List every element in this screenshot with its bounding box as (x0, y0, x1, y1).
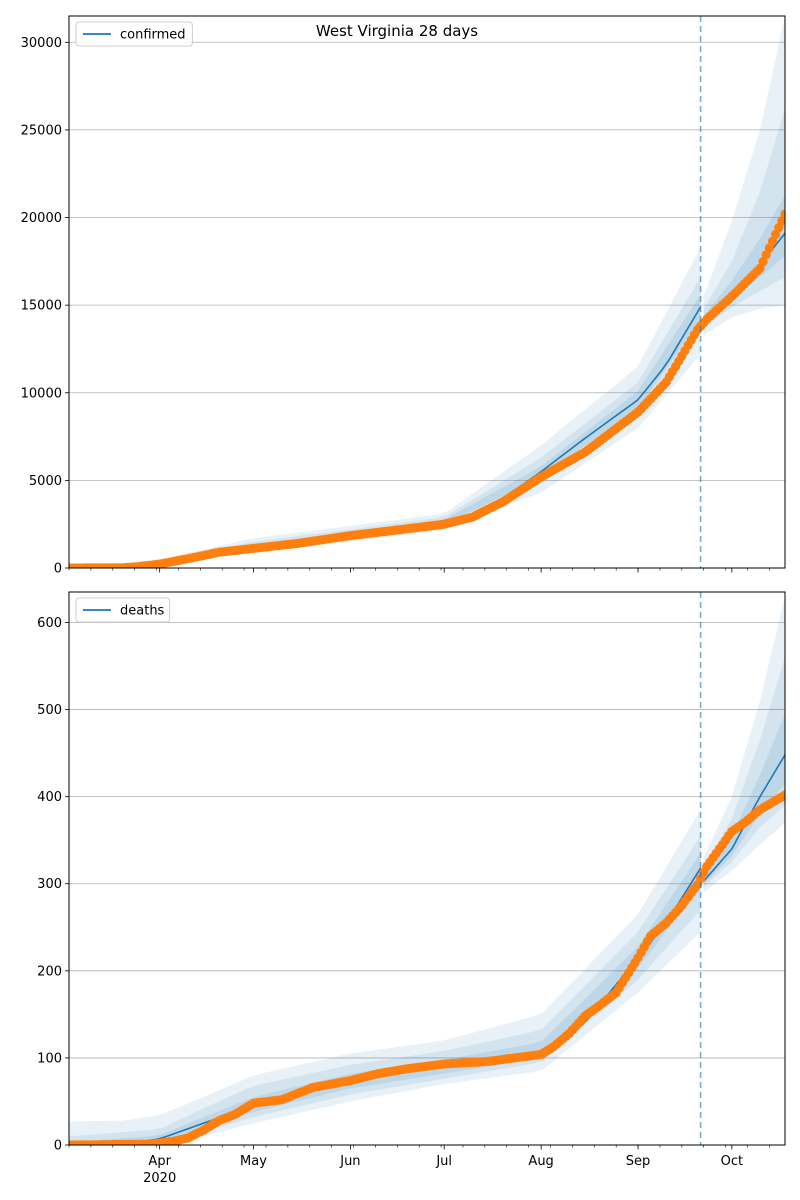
x-tick-label: Sep (626, 1154, 651, 1169)
prediction-band (703, 194, 785, 325)
y-tick-label: 400 (37, 790, 62, 805)
y-tick-label: 500 (37, 703, 62, 718)
y-tick-label: 200 (37, 964, 62, 979)
y-tick-label: 15000 (21, 299, 62, 314)
x-tick-label: Oct (721, 1154, 743, 1169)
prediction-band (703, 596, 785, 893)
prediction-band (69, 247, 701, 568)
x-tick-label: Aug (528, 1154, 553, 1169)
prediction-band (69, 835, 701, 1145)
x-tick-label: May (240, 1154, 267, 1169)
legend: confirmed (75, 21, 193, 47)
observed-point (780, 209, 785, 219)
observed-point (777, 216, 785, 226)
y-tick-label: 600 (37, 616, 62, 631)
y-tick-label: 25000 (21, 123, 62, 138)
axes-frame (68, 15, 786, 569)
legend-label: confirmed (120, 28, 186, 43)
prediction-band (69, 809, 701, 1145)
y-tick-label: 10000 (21, 386, 62, 401)
legend: deaths (75, 597, 171, 623)
observed-point (780, 790, 785, 800)
x-year-label: 2020 (143, 1171, 176, 1186)
deaths-panel: 0 100 200 300 400 500 600 Apr 2020 May Jun Jul Aug Se… (37, 591, 786, 1186)
x-tick-label: Jun (339, 1154, 360, 1169)
y-tick-label: 20000 (21, 211, 62, 226)
y-tick-label: 100 (37, 1051, 62, 1066)
axes-frame (68, 591, 786, 1146)
prediction-band (703, 108, 785, 328)
y-tick-label: 30000 (21, 36, 62, 51)
y-tick-label: 5000 (29, 474, 62, 489)
legend-box (75, 597, 171, 623)
x-tick-label: Jul (435, 1154, 452, 1169)
legend-box (75, 21, 193, 47)
x-tick-label: Apr (148, 1154, 171, 1169)
legend-label: deaths (120, 604, 165, 619)
chart-title: West Virginia 28 days (316, 22, 478, 40)
prediction-band (703, 713, 785, 885)
y-tick-label: 0 (54, 562, 62, 577)
y-tick-label: 0 (54, 1139, 62, 1154)
y-tick-label: 300 (37, 877, 62, 892)
confirmed-panel: 0 5000 10000 15000 20000 25000 30000 confirmed (21, 15, 786, 577)
